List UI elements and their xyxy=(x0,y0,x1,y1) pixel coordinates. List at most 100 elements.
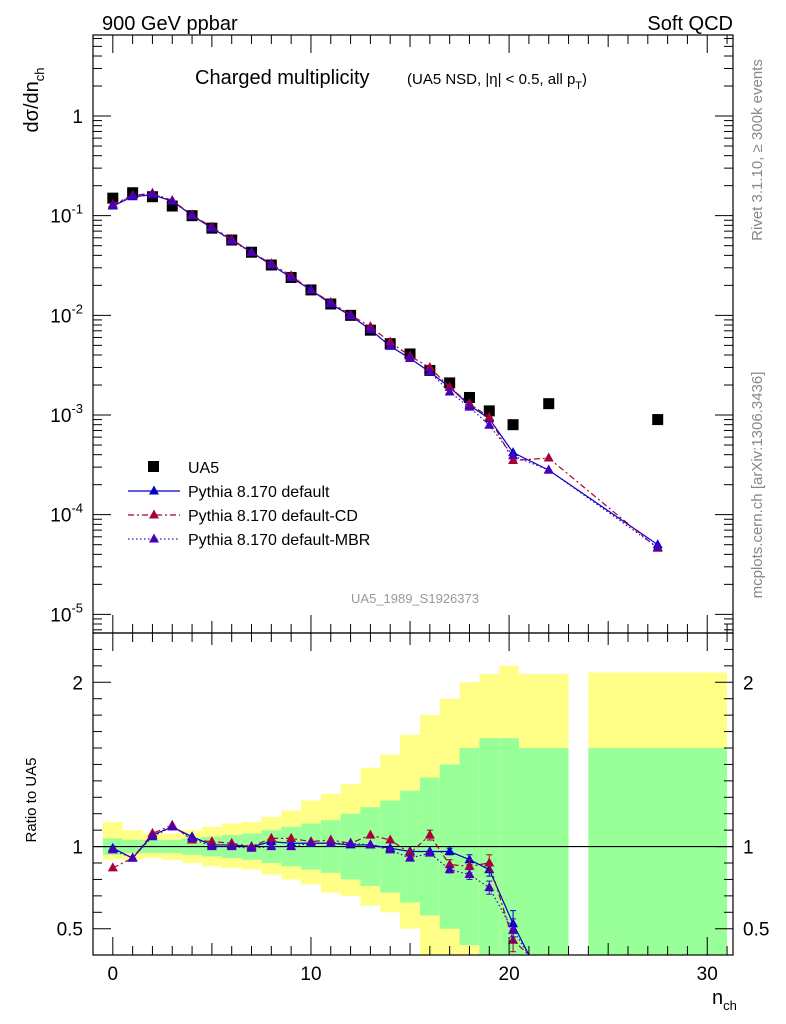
ratio-marks xyxy=(93,665,733,955)
ratio-frame xyxy=(92,632,734,956)
series-point-mbr xyxy=(508,450,519,460)
ratio-y-tick-label: 2 xyxy=(72,673,83,694)
ratio-point-cd xyxy=(365,829,376,839)
legend-label-data: UA5 xyxy=(188,460,219,477)
legend-marker-data xyxy=(148,461,159,472)
series-point-mbr xyxy=(385,340,396,350)
header-left: 900 GeV ppbar xyxy=(102,13,238,35)
ratio-point-mbr xyxy=(325,837,336,847)
ratio-point-mbr xyxy=(167,821,178,831)
ratio-point-mbr xyxy=(127,852,138,862)
chart-title: Charged multiplicity xyxy=(195,67,370,89)
series-point-mbr xyxy=(286,271,297,281)
series-point-cd xyxy=(424,361,435,371)
series-point-mbr xyxy=(325,297,336,307)
ratio-xlabel: nch xyxy=(712,987,737,1013)
ratio-point-mbr xyxy=(444,864,455,874)
ratio-point-mbr xyxy=(365,839,376,849)
ratio-point-cd xyxy=(286,832,297,842)
series-point-cd xyxy=(543,452,554,462)
legend: UA5 Pythia 8.170 default Pythia 8.170 defa… xyxy=(128,460,370,549)
main-ticks: 1 10-1 10-2 10-3 10-4 10-5 xyxy=(50,35,733,633)
series-point-mbr xyxy=(226,235,237,245)
ratio-point-cd xyxy=(405,847,416,857)
ratio-point-mbr xyxy=(286,841,297,851)
data-point-data xyxy=(483,405,495,417)
legend-label-default: Pythia 8.170 default xyxy=(188,484,330,501)
ratio-y-tick-label-right: 2 xyxy=(743,673,754,694)
main-panel: 1 10-1 10-2 10-3 10-4 10-5 Charged multiplici… xyxy=(21,34,734,634)
ratio-line-mbr xyxy=(112,826,530,955)
series-point-mbr xyxy=(187,210,198,220)
ratio-point-mbr xyxy=(424,847,435,857)
ratio-point-mbr xyxy=(385,844,396,854)
ratio-y-tick-label-right: 0.5 xyxy=(743,920,769,941)
watermark: UA5_1989_S1926373 xyxy=(351,591,479,606)
series-point-mbr xyxy=(345,310,356,320)
ratio-panel: 0.5 0.51 12 20 10 20 30 Ratio to UA5 nch xyxy=(23,632,769,1013)
legend-marker-cd xyxy=(149,509,159,519)
series-point-mbr xyxy=(484,419,495,429)
chart-title-suffix: (UA5 NSD, |η| < 0.5, all pT) xyxy=(407,71,587,92)
series-point-mbr xyxy=(266,259,277,269)
series-line-cd xyxy=(112,192,659,549)
y-tick-label: 10-2 xyxy=(50,301,83,327)
legend-marker-default xyxy=(149,485,159,495)
ratio-y-tick-label: 0.5 xyxy=(57,920,83,941)
series-point-mbr xyxy=(167,195,178,205)
series-point-mbr xyxy=(424,366,435,376)
ratio-point-mbr xyxy=(246,842,257,852)
series-point-mbr xyxy=(127,190,138,200)
ratio-point-cd xyxy=(484,857,495,867)
ratio-point-mbr xyxy=(147,831,158,841)
series-point-cd xyxy=(444,381,455,391)
ratio-point-default xyxy=(464,854,475,864)
header-right: Soft QCD xyxy=(647,13,733,35)
y-tick-label: 10-4 xyxy=(50,501,83,527)
ratio-point-mbr xyxy=(405,852,416,862)
series-point-cd xyxy=(484,411,495,421)
ratio-y-tick-label: 1 xyxy=(72,838,83,859)
series-point-mbr xyxy=(444,386,455,396)
series-point-cd xyxy=(508,454,519,464)
ratio-x-tick-label: 20 xyxy=(499,964,520,985)
series-point-mbr xyxy=(246,246,257,256)
series-point-mbr xyxy=(147,188,158,198)
ratio-x-tick-label: 10 xyxy=(300,964,321,985)
ratio-line-default xyxy=(112,826,530,955)
ratio-point-mbr xyxy=(187,832,198,842)
ratio-point-mbr xyxy=(484,882,495,892)
data-point-data xyxy=(507,419,519,431)
ratio-ticks: 0.5 0.51 12 20 10 20 30 xyxy=(57,633,769,985)
rivet-label: Rivet 3.1.10, ≥ 300k events xyxy=(749,59,766,241)
data-point-data xyxy=(543,398,555,410)
ratio-point-cd xyxy=(107,862,118,872)
y-tick-label: 10-5 xyxy=(50,600,83,626)
ratio-ylabel: Ratio to UA5 xyxy=(23,757,40,842)
ratio-point-cd xyxy=(385,834,396,844)
series-point-mbr xyxy=(652,541,663,551)
ratio-y-tick-label-right: 1 xyxy=(743,838,754,859)
legend-label-mbr: Pythia 8.170 default-MBR xyxy=(188,532,370,549)
main-marks xyxy=(107,187,664,552)
legend-label-cd: Pythia 8.170 default-CD xyxy=(188,508,358,525)
ratio-point-cd xyxy=(424,829,435,839)
ratio-point-mbr xyxy=(206,841,217,851)
ratio-point-mbr xyxy=(345,837,356,847)
series-point-mbr xyxy=(405,352,416,362)
data-point-data xyxy=(166,200,178,212)
uncertainty-band-inner xyxy=(519,748,569,955)
series-point-mbr xyxy=(305,284,316,294)
ratio-point-cd xyxy=(266,832,277,842)
series-point-mbr xyxy=(107,199,118,209)
ratio-x-tick-label: 0 xyxy=(108,964,119,985)
ratio-point-mbr xyxy=(508,924,519,934)
series-point-mbr xyxy=(464,401,475,411)
ratio-point-mbr xyxy=(107,844,118,854)
series-point-mbr xyxy=(543,464,554,474)
ratio-x-tick-label: 30 xyxy=(697,964,718,985)
y-tick-label: 1 xyxy=(72,107,83,128)
y-tick-label: 10-1 xyxy=(50,202,83,228)
main-ylabel: dσ/dnch xyxy=(21,67,47,132)
